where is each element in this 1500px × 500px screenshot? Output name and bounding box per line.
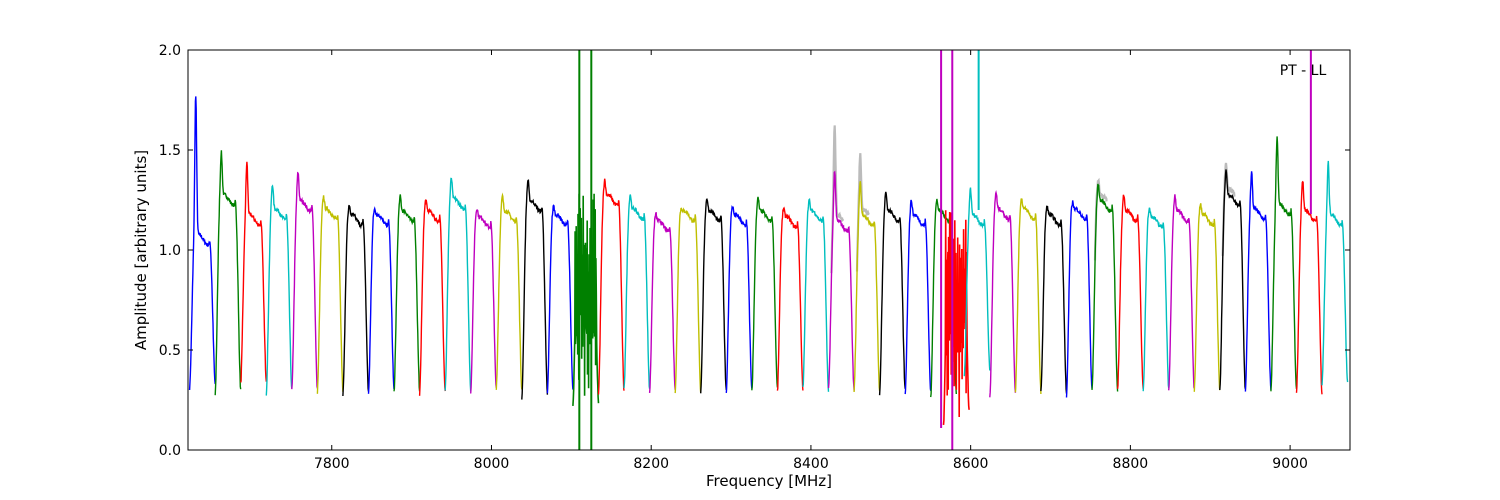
channel-trace [853, 181, 881, 393]
channel-trace [648, 212, 676, 393]
channel-trace [597, 178, 625, 395]
channel-trace [725, 205, 753, 393]
channel-trace [827, 170, 855, 391]
channel-trace [1219, 169, 1247, 391]
x-axis-label: Frequency [MHz] [706, 472, 832, 490]
y-tick-label: 0.0 [159, 443, 181, 459]
channel-trace [1040, 205, 1068, 394]
channel-trace [904, 199, 932, 395]
x-tick-label: 8200 [633, 456, 669, 472]
channel-trace [495, 192, 523, 390]
channel-trace [1065, 200, 1093, 398]
channel-trace [1168, 194, 1195, 391]
channel-trace [1116, 194, 1144, 390]
channel-trace [700, 198, 727, 394]
channel-trace [751, 196, 779, 391]
channel-trace [418, 199, 446, 396]
channel-trace [188, 96, 216, 391]
channel-trace [316, 195, 344, 394]
y-tick-label: 2.0 [159, 43, 181, 59]
channel-trace [1244, 171, 1272, 392]
x-tick-label: 9000 [1272, 456, 1308, 472]
channel-trace [802, 198, 830, 392]
channel-trace [1321, 160, 1349, 386]
channel-trace [878, 191, 906, 396]
x-tick-label: 8600 [953, 456, 989, 472]
x-tick-label: 8800 [1113, 456, 1149, 472]
channel-trace [942, 210, 970, 425]
y-tick-label: 0.5 [159, 343, 181, 359]
channel-trace [1091, 183, 1119, 392]
channel-trace [470, 209, 497, 394]
channel-trace [1193, 203, 1221, 392]
channel-trace [1014, 198, 1042, 395]
channel-trace [342, 204, 370, 397]
channel-trace [214, 150, 242, 396]
x-tick-label: 8000 [474, 456, 510, 472]
x-tick-label: 8400 [793, 456, 829, 472]
channel-trace [521, 179, 549, 400]
channel-trace [1142, 207, 1170, 392]
plot-frame [187, 49, 1351, 451]
channel-trace [674, 207, 702, 394]
channel-trace [776, 206, 804, 391]
x-axis: 7800 8000 8200 8400 8600 8800 9000 [314, 50, 1308, 472]
y-axis-label: Amplitude [arbitrary units] [132, 150, 150, 350]
channel-trace [989, 190, 1017, 398]
plot-annotation: PT - LL [1280, 63, 1327, 79]
channel-trace [1295, 180, 1323, 395]
channel-trace [265, 184, 293, 396]
y-axis: 0.0 0.5 1.0 1.5 2.0 [159, 43, 1350, 459]
spike-group [578, 50, 1312, 450]
channel-trace [240, 161, 267, 383]
channel-trace [393, 194, 421, 392]
series-group [188, 96, 1349, 425]
channel-trace [291, 171, 319, 390]
channel-trace [546, 204, 574, 394]
channel-trace [572, 193, 600, 406]
y-tick-label: 1.0 [159, 243, 181, 259]
channel-trace [1270, 136, 1298, 392]
channel-trace [963, 187, 991, 377]
y-tick-label: 1.5 [159, 143, 181, 159]
channel-trace [623, 194, 651, 389]
channel-trace [444, 177, 472, 392]
channel-trace [367, 206, 395, 394]
x-tick-label: 7800 [314, 456, 350, 472]
